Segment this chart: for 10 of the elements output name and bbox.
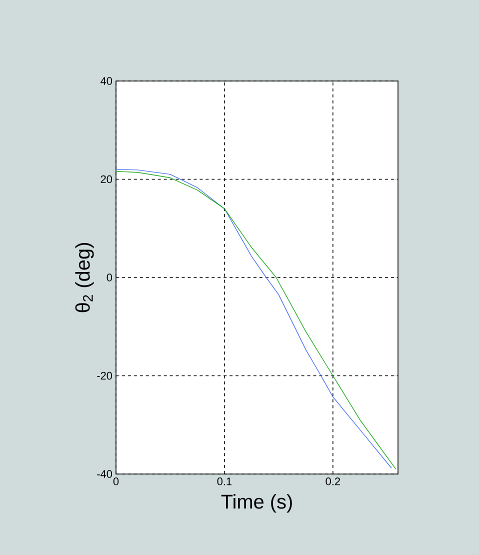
y-tick-label: -20 [97,372,112,380]
y-tick-label: 20 [100,175,112,184]
x-tick-label: 0.2 [326,478,340,486]
x-axis-title: Time (s) [221,494,292,513]
y-tick-label: 0 [106,274,112,282]
y-axis-title: θ$_{2}$ (deg) [75,243,94,312]
x-tick-label: 0 [113,478,119,486]
x-tick-label: 0.1 [217,478,232,486]
y-tick-label: -40 [97,470,112,478]
y-tick-label: 40 [100,77,112,85]
